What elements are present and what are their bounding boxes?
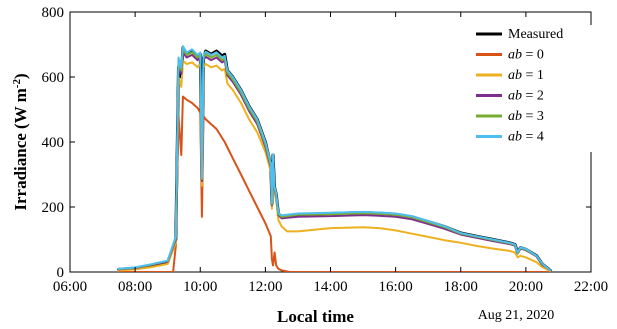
x-tick-label: 12:00 (248, 279, 282, 295)
y-tick-label: 0 (57, 265, 65, 281)
x-axis-label: Local time (277, 307, 354, 326)
x-tick-label: 10:00 (183, 279, 217, 295)
legend-label: ab = 2 (508, 89, 544, 104)
legend-label: ab = 1 (508, 68, 544, 83)
x-tick-label: 20:00 (509, 279, 543, 295)
date-annotation: Aug 21, 2020 (478, 308, 555, 323)
y-axis-label-main: Irradiance (W m (11, 88, 30, 210)
legend-label: ab = 3 (508, 109, 544, 124)
y-axis: 0 200 400 600 800 (42, 5, 591, 281)
legend-label: Measured (508, 27, 563, 42)
y-axis-label-close: ) (11, 73, 30, 79)
x-tick-label: 22:00 (574, 279, 608, 295)
legend-label-italic: ab (508, 109, 522, 124)
legend-label-italic: ab (508, 48, 522, 63)
legend-background (472, 25, 615, 152)
y-tick-label: 200 (42, 200, 65, 216)
series-line-ab4 (117, 45, 552, 272)
legend-label-text: = 0 (522, 48, 544, 63)
legend-label: ab = 4 (508, 130, 544, 145)
legend-label-text: Measured (508, 27, 563, 42)
series-line-ab0 (117, 95, 552, 272)
legend-label-text: = 3 (522, 109, 544, 124)
x-axis: 06:00 08:00 10:00 12:00 14:00 16:00 18:00 20:00… (53, 12, 608, 295)
y-tick-label: 400 (42, 135, 65, 151)
legend-label-italic: ab (508, 89, 522, 104)
y-axis-label-superscript: -2 (11, 79, 23, 89)
legend-label-italic: ab (508, 68, 522, 83)
y-axis-label: Irradiance (W m-2) (11, 73, 30, 210)
legend-label-text: = 4 (522, 130, 544, 145)
legend-label: ab = 0 (508, 48, 544, 63)
x-tick-label: 18:00 (444, 279, 478, 295)
x-tick-label: 06:00 (53, 279, 87, 295)
y-tick-label: 800 (42, 5, 65, 21)
legend-label-italic: ab (508, 130, 522, 145)
legend-label-text: = 2 (522, 89, 544, 104)
x-tick-label: 14:00 (313, 279, 347, 295)
legend-label-text: = 1 (522, 68, 544, 83)
x-tick-label: 16:00 (379, 279, 413, 295)
y-tick-label: 600 (42, 70, 65, 86)
series-layer (117, 45, 552, 272)
x-tick-label: 08:00 (118, 279, 152, 295)
